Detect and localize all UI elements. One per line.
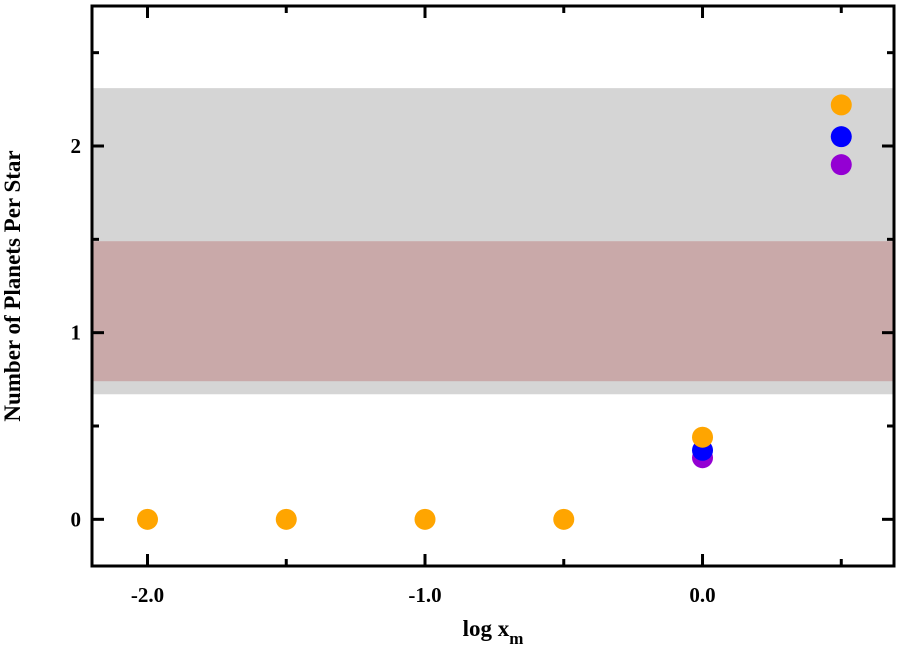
x-axis-label-main: log x xyxy=(463,616,510,641)
x-tick-label: 0.0 xyxy=(689,583,715,607)
y-axis-label: Number of Planets Per Star xyxy=(0,150,25,421)
points-layer xyxy=(137,94,852,530)
bands-layer xyxy=(92,88,894,395)
data-point xyxy=(137,508,159,530)
data-point xyxy=(275,508,297,530)
data-point xyxy=(830,94,852,116)
data-point xyxy=(830,154,852,176)
data-point xyxy=(414,508,436,530)
x-tick-label: -1.0 xyxy=(408,583,441,607)
y-tick-label: 2 xyxy=(71,134,82,158)
plot-frame xyxy=(90,4,896,568)
x-tick-label: -2.0 xyxy=(131,583,164,607)
band-1 xyxy=(92,241,894,382)
x-axis-label-subscript: m xyxy=(509,629,523,648)
data-point xyxy=(553,508,575,530)
data-point xyxy=(830,126,852,148)
tick-labels-layer: -2.0 -1.0 0.0 0 1 2 xyxy=(71,134,716,607)
y-tick-label: 1 xyxy=(71,321,82,345)
data-point xyxy=(692,426,714,448)
x-axis-label: log xm xyxy=(463,616,524,648)
y-tick-label: 0 xyxy=(71,507,82,531)
